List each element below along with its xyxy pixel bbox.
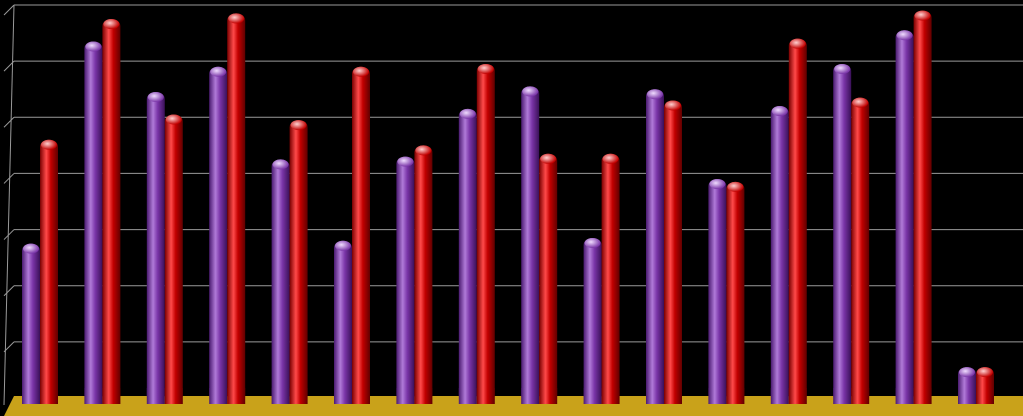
bar-series-1 [209,66,228,404]
left-axis-line [3,4,15,406]
bar-series-1 [22,243,40,404]
floor-plane [4,396,1023,416]
bar-series-2 [539,153,558,404]
bars [22,10,994,404]
gridline [3,4,1023,16]
bar-series-2 [976,367,994,404]
chart-floor [4,396,1023,416]
bar-series-1 [833,63,852,404]
bar-series-1 [958,367,976,404]
bar-series-1 [84,41,103,404]
bar-series-2 [726,181,745,404]
bar-series-2 [851,97,870,404]
bar-series-2 [788,38,807,404]
bar-series-2 [601,153,620,404]
bar-series-1 [895,30,914,404]
bar-series-2 [913,10,932,404]
plot-walls [3,4,15,406]
bar-series-2 [227,13,246,404]
bar-series-1 [646,89,664,404]
gridline [3,60,1023,72]
bar-series-2 [40,139,58,404]
bar-series-2 [164,114,183,404]
bar-series-1 [770,106,789,404]
bar-series-2 [414,145,433,404]
bar-series-2 [476,63,495,404]
bar-series-2 [664,100,682,404]
bar-series-1 [458,108,477,404]
bar-series-2 [352,66,370,404]
bar-series-1 [521,86,540,404]
bar-series-2 [102,19,121,404]
bar-series-2 [289,120,308,404]
bar-series-1 [146,92,165,404]
bar-series-1 [334,240,352,404]
bar-series-1 [271,159,290,404]
bar-series-1 [708,179,727,404]
bar-series-1 [396,156,415,404]
bar-series-1 [583,237,602,404]
